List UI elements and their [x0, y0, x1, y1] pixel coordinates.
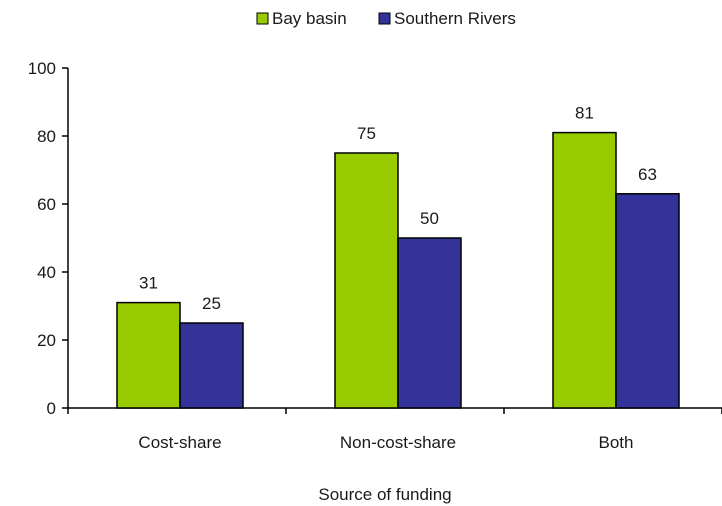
y-tick-label: 100: [28, 59, 56, 78]
bar-southern-rivers-non-cost-share: [397, 237, 462, 409]
x-category-label: Both: [599, 433, 634, 452]
data-label: 81: [575, 104, 594, 123]
y-tick-label: 0: [47, 399, 56, 418]
x-axis: Cost-share Non-cost-share Both: [67, 407, 722, 452]
legend: Bay basin Southern Rivers: [256, 9, 516, 28]
x-category-label: Cost-share: [138, 433, 221, 452]
bar-bay-basin-both: [552, 131, 617, 409]
legend-label: Southern Rivers: [394, 9, 516, 28]
bar-southern-rivers-both: [615, 193, 680, 409]
y-tick-label: 60: [37, 195, 56, 214]
bar-bay-basin-cost-share: [116, 301, 181, 409]
bar-bay-basin-non-cost-share: [334, 152, 399, 409]
legend-swatch: [378, 12, 391, 25]
x-category-label: Non-cost-share: [340, 433, 456, 452]
y-tick-label: 20: [37, 331, 56, 350]
legend-label: Bay basin: [272, 9, 347, 28]
x-axis-title: Source of funding: [318, 485, 451, 504]
y-tick-label: 80: [37, 127, 56, 146]
data-label: 50: [420, 209, 439, 228]
data-labels: 31 75 81 25 50 63: [139, 104, 657, 313]
y-tick-label: 40: [37, 263, 56, 282]
data-label: 31: [139, 274, 158, 293]
y-axis: 0 20 40 60 80 100: [28, 59, 69, 418]
data-label: 25: [202, 294, 221, 313]
bar-southern-rivers-cost-share: [179, 322, 244, 409]
bars: [116, 131, 680, 409]
data-label: 75: [357, 124, 376, 143]
legend-swatch: [256, 12, 269, 25]
data-label: 63: [638, 165, 657, 184]
